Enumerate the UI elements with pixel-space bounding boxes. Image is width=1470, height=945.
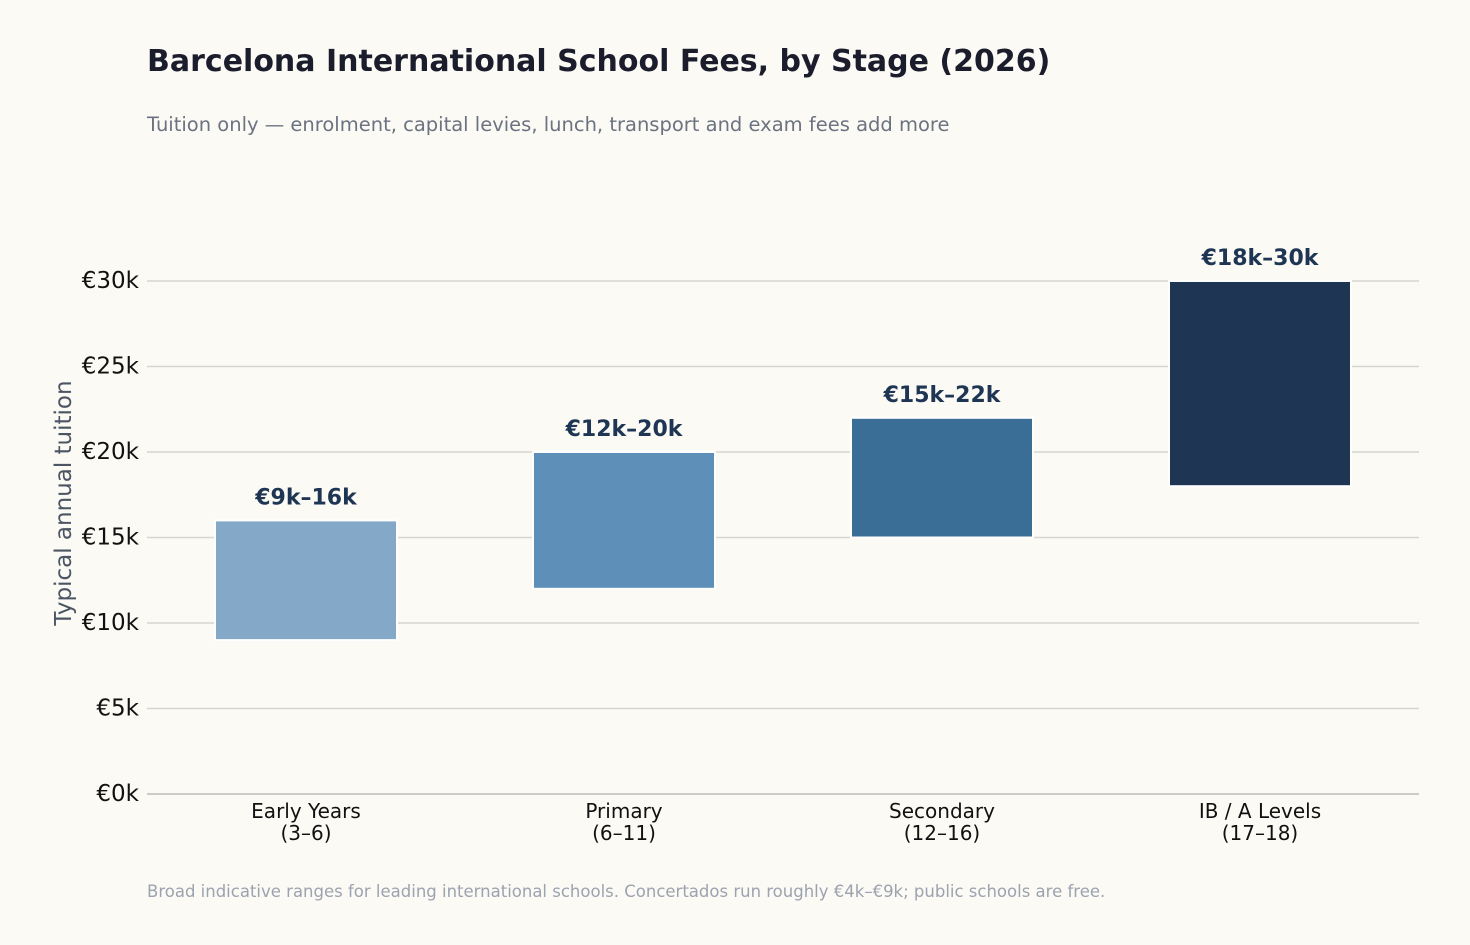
y-tick-label: €20k	[82, 439, 140, 465]
range-bar	[214, 519, 398, 642]
range-bar	[532, 451, 716, 590]
chart-subtitle: Tuition only — enrolment, capital levies…	[147, 113, 950, 136]
y-axis-title: Typical annual tuition	[51, 380, 77, 626]
y-tick-label: €30k	[82, 268, 140, 294]
bar-value-label: €18k–30k	[1201, 246, 1320, 271]
x-tick-label: Secondary	[889, 799, 995, 823]
x-tick-sublabel: (3–6)	[280, 821, 331, 845]
x-tick-sublabel: (12–16)	[904, 821, 981, 845]
x-tick-sublabel: (17–18)	[1222, 821, 1299, 845]
y-tick-label: €25k	[82, 354, 140, 380]
range-bar	[850, 416, 1034, 539]
bar-value-label: €15k–22k	[883, 383, 1002, 408]
x-tick-label: IB / A Levels	[1199, 799, 1321, 823]
y-tick-label: €0k	[96, 781, 139, 807]
y-tick-label: €15k	[82, 525, 140, 551]
range-bar	[1168, 280, 1352, 488]
bar-value-label: €12k–20k	[565, 417, 684, 442]
chart-footnote: Broad indicative ranges for leading inte…	[147, 882, 1106, 901]
x-tick-label: Primary	[585, 799, 662, 823]
x-tick-label: Early Years	[251, 799, 361, 823]
chart-title: Barcelona International School Fees, by …	[147, 44, 1051, 79]
bar-value-label: €9k–16k	[254, 485, 358, 510]
y-tick-label: €5k	[96, 696, 139, 722]
x-tick-sublabel: (6–11)	[592, 821, 656, 845]
y-tick-label: €10k	[82, 610, 140, 636]
